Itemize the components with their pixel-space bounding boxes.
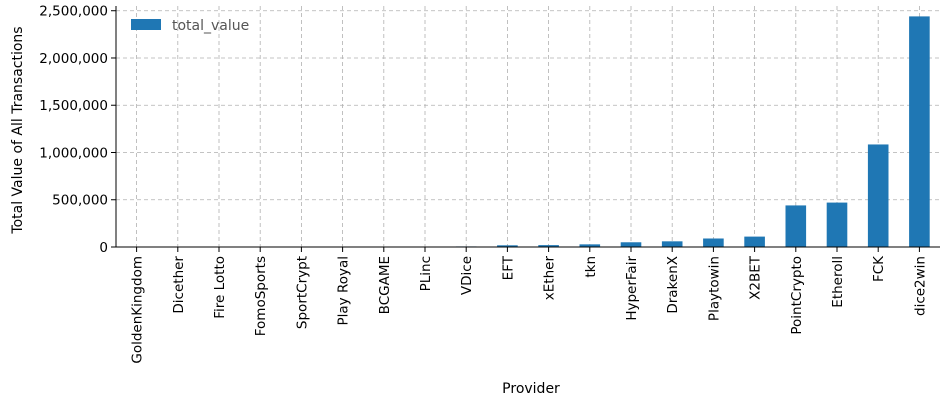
y-tick-label: 500,000 — [52, 193, 108, 209]
y-tick-label: 0 — [99, 240, 108, 256]
bar — [497, 245, 518, 247]
bar — [661, 241, 683, 247]
bar — [579, 244, 601, 247]
x-tick-label: tkn — [583, 256, 599, 278]
x-tick-label: Play Royal — [336, 256, 352, 326]
bar — [867, 144, 889, 247]
x-tick-label: Dicether — [171, 256, 187, 314]
x-tick-label: X2BET — [748, 255, 764, 300]
y-tick-label: 2,000,000 — [39, 51, 108, 67]
x-tick-label: PLinc — [418, 256, 434, 291]
bar — [909, 16, 930, 248]
bar — [703, 238, 724, 247]
x-tick-label: FomoSports — [253, 256, 269, 336]
x-axis-title: Provider — [502, 381, 560, 397]
axes-layer — [115, 6, 940, 248]
y-axis-title: Total Value of All Transactions — [10, 26, 26, 234]
ticks-layer: 0 500,000 1,000,000 1,500,000 2,000,000 2,500… — [39, 4, 928, 364]
x-tick-label: dice2win — [912, 256, 928, 316]
y-tick-label: 1,000,000 — [39, 145, 108, 161]
y-tick-label: 1,500,000 — [39, 98, 108, 114]
bar — [620, 242, 642, 247]
x-tick-label: SportCrypt — [294, 256, 310, 329]
x-tick-label: BCGAME — [377, 256, 393, 314]
bar — [785, 205, 807, 247]
x-tick-label: FCK — [871, 255, 887, 282]
legend: total_value — [131, 18, 249, 34]
x-tick-label: VDice — [459, 256, 475, 295]
x-tick-label: Etheroll — [830, 256, 846, 308]
bar — [744, 236, 765, 247]
legend-swatch — [131, 19, 161, 30]
x-tick-label: Playtowin — [706, 256, 722, 321]
bar — [538, 245, 559, 247]
bar — [826, 202, 848, 247]
x-tick-label: Fire Lotto — [212, 256, 228, 319]
legend-label: total_value — [172, 18, 249, 34]
bars-layer — [126, 16, 930, 248]
x-tick-label: HyperFair — [624, 256, 640, 321]
x-tick-label: xEther — [542, 256, 558, 301]
x-tick-label: DrakenX — [665, 256, 681, 314]
x-tick-label: PointCrypto — [789, 256, 805, 335]
x-tick-label: GoldenKingdom — [130, 256, 146, 364]
grid-layer — [116, 6, 940, 248]
x-tick-label: EFT — [500, 255, 516, 280]
y-tick-label: 2,500,000 — [39, 4, 108, 20]
